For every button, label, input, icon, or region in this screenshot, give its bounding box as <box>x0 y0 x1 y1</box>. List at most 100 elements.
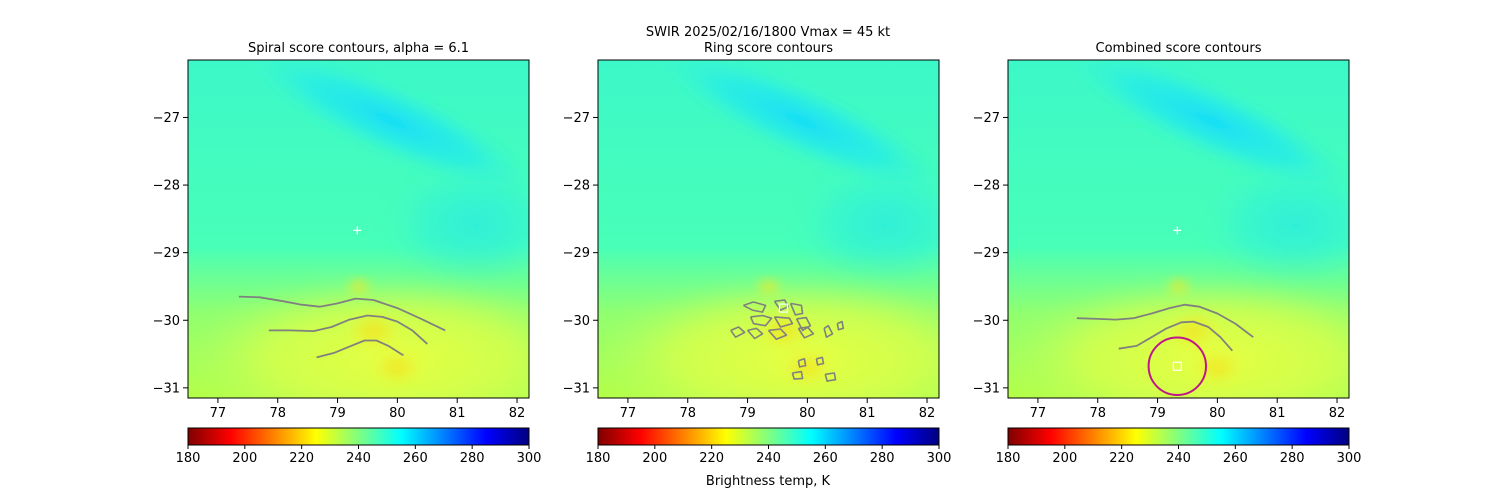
colorbar-tick-label: 200 <box>642 451 667 466</box>
center-plus-marker <box>1173 226 1182 235</box>
panel-title: Combined score contours <box>1096 41 1262 56</box>
colorbar: 180 200 220 240 260 280 300 <box>996 427 1362 466</box>
y-tick-label: −30 <box>973 314 1000 329</box>
panel-1: Spiral score contours, alpha = 6.1 77 78 79… <box>153 41 542 466</box>
figure-suptitle: SWIR 2025/02/16/1800 Vmax = 45 kt <box>646 25 890 40</box>
center-plus-marker <box>353 226 362 235</box>
contour-line <box>795 316 812 332</box>
panel-2: Ring score contours 77 78 79 80 81 82 −27 −28 −29… <box>563 41 952 466</box>
contour-line <box>743 301 767 313</box>
colorbar-tick-label: 180 <box>996 451 1021 466</box>
colorbar-tick-label: 220 <box>289 451 314 466</box>
brightness-field <box>1008 60 1349 398</box>
colorbar-bar <box>597 427 940 446</box>
colorbar-bar <box>1007 427 1350 446</box>
colorbar-tick-label: 300 <box>517 451 542 466</box>
colorbar-tick-label: 240 <box>346 451 371 466</box>
contour-line <box>730 326 746 338</box>
y-tick-label: −28 <box>153 179 180 194</box>
colorbar-tick-label: 240 <box>756 451 781 466</box>
y-tick-label: −31 <box>563 381 590 396</box>
colorbar: 180 200 220 240 260 280 300 <box>176 427 542 466</box>
y-tick-label: −30 <box>153 314 180 329</box>
contour-line <box>824 372 837 382</box>
colorbar-tick-label: 280 <box>460 451 485 466</box>
contour-line <box>791 370 804 380</box>
x-tick-label: 80 <box>389 406 406 421</box>
contour-line <box>268 314 428 345</box>
colorbar-tick-label: 280 <box>1280 451 1305 466</box>
colorbar-tick-label: 200 <box>232 451 257 466</box>
contour-line <box>823 324 834 338</box>
x-tick-label: 81 <box>449 406 466 421</box>
colorbar-tick-label: 280 <box>870 451 895 466</box>
x-tick-label: 77 <box>1030 406 1047 421</box>
contour-line <box>773 299 789 311</box>
axes-frame <box>597 59 940 399</box>
contour-line <box>797 358 807 368</box>
axes-frame <box>1007 59 1350 399</box>
contour-line <box>767 328 788 340</box>
x-tick-label: 81 <box>1269 406 1286 421</box>
colorbar-tick-label: 180 <box>176 451 201 466</box>
contour-line <box>789 302 804 316</box>
x-tick-label: 82 <box>509 406 526 421</box>
y-tick-label: −27 <box>973 111 1000 126</box>
square-marker <box>778 303 789 313</box>
colorbar-tick-label: 240 <box>1166 451 1191 466</box>
contour-line <box>746 327 764 340</box>
contour-line <box>749 314 773 327</box>
contour-line <box>238 295 446 332</box>
contour-line <box>1118 320 1233 352</box>
x-tick-label: 80 <box>799 406 816 421</box>
y-tick-label: −30 <box>563 314 590 329</box>
x-tick-label: 78 <box>269 406 286 421</box>
y-tick-label: −28 <box>973 179 1000 194</box>
contour-line <box>797 326 815 339</box>
x-tick-label: 80 <box>1209 406 1226 421</box>
contour-group <box>730 299 845 382</box>
contour-line <box>815 356 825 366</box>
x-tick-label: 78 <box>679 406 696 421</box>
x-tick-label: 79 <box>739 406 756 421</box>
y-tick-label: −27 <box>153 111 180 126</box>
colorbar-tick-label: 200 <box>1052 451 1077 466</box>
y-tick-label: −29 <box>153 246 180 261</box>
colorbar-tick-label: 300 <box>1337 451 1362 466</box>
colorbar-tick-label: 300 <box>927 451 952 466</box>
colorbar-tick-label: 260 <box>813 451 838 466</box>
colorbar-tick-label: 180 <box>586 451 611 466</box>
contour-group <box>1076 303 1254 352</box>
colorbar-bar <box>187 427 530 446</box>
y-tick-label: −31 <box>153 381 180 396</box>
x-tick-label: 77 <box>620 406 637 421</box>
x-tick-label: 82 <box>919 406 936 421</box>
contour-line <box>836 320 845 331</box>
colorbar-tick-label: 260 <box>403 451 428 466</box>
colorbar: 180 200 220 240 260 280 300 <box>586 427 952 466</box>
x-tick-label: 79 <box>329 406 346 421</box>
colorbar-tick-label: 220 <box>699 451 724 466</box>
y-tick-label: −31 <box>973 381 1000 396</box>
x-tick-label: 78 <box>1089 406 1106 421</box>
y-tick-label: −28 <box>563 179 590 194</box>
axes-frame <box>187 59 530 399</box>
panel-3: Combined score contours 77 78 79 80 81 82 −27 −2… <box>973 41 1362 466</box>
x-tick-label: 81 <box>859 406 876 421</box>
y-tick-label: −29 <box>563 246 590 261</box>
y-tick-label: −29 <box>973 246 1000 261</box>
panel-title: Spiral score contours, alpha = 6.1 <box>248 41 469 56</box>
colorbar-tick-label: 260 <box>1223 451 1248 466</box>
contour-line <box>1076 303 1254 338</box>
y-tick-label: −27 <box>563 111 590 126</box>
square-marker <box>1172 361 1182 371</box>
score-circle <box>1147 336 1208 396</box>
brightness-field <box>598 60 939 398</box>
contour-line <box>316 339 404 359</box>
panels-layer: Spiral score contours, alpha = 6.1 77 78 79… <box>153 41 1362 466</box>
colorbar-label: Brightness temp, K <box>706 474 831 489</box>
x-tick-label: 77 <box>210 406 227 421</box>
colorbar-tick-label: 220 <box>1109 451 1134 466</box>
panel-title: Ring score contours <box>704 41 833 56</box>
